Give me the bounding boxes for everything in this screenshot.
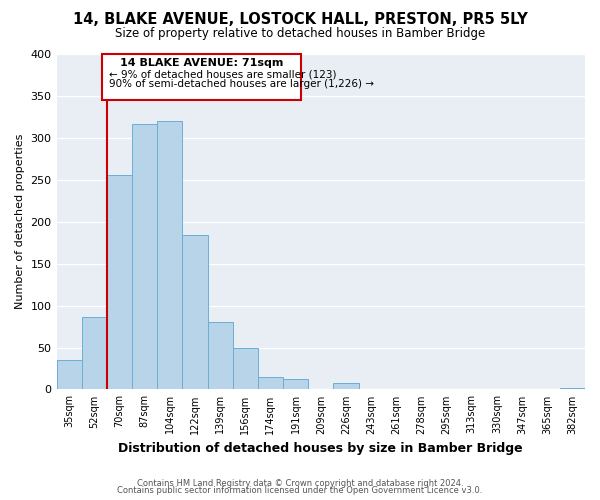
FancyBboxPatch shape — [102, 54, 301, 100]
Y-axis label: Number of detached properties: Number of detached properties — [15, 134, 25, 310]
X-axis label: Distribution of detached houses by size in Bamber Bridge: Distribution of detached houses by size … — [118, 442, 523, 455]
Bar — [182, 235, 208, 390]
Text: 90% of semi-detached houses are larger (1,226) →: 90% of semi-detached houses are larger (… — [109, 79, 374, 89]
Text: Contains public sector information licensed under the Open Government Licence v3: Contains public sector information licen… — [118, 486, 482, 495]
Text: ← 9% of detached houses are smaller (123): ← 9% of detached houses are smaller (123… — [109, 69, 337, 79]
Bar — [56, 360, 82, 390]
Text: 14 BLAKE AVENUE: 71sqm: 14 BLAKE AVENUE: 71sqm — [119, 58, 283, 68]
Bar — [258, 377, 283, 390]
Bar — [334, 382, 359, 390]
Bar — [132, 124, 157, 390]
Bar — [233, 348, 258, 390]
Bar — [107, 175, 132, 390]
Bar — [560, 388, 585, 390]
Bar — [208, 322, 233, 390]
Text: 14, BLAKE AVENUE, LOSTOCK HALL, PRESTON, PR5 5LY: 14, BLAKE AVENUE, LOSTOCK HALL, PRESTON,… — [73, 12, 527, 28]
Text: Contains HM Land Registry data © Crown copyright and database right 2024.: Contains HM Land Registry data © Crown c… — [137, 478, 463, 488]
Bar — [82, 318, 107, 390]
Bar — [283, 380, 308, 390]
Text: Size of property relative to detached houses in Bamber Bridge: Size of property relative to detached ho… — [115, 28, 485, 40]
Bar — [157, 121, 182, 390]
